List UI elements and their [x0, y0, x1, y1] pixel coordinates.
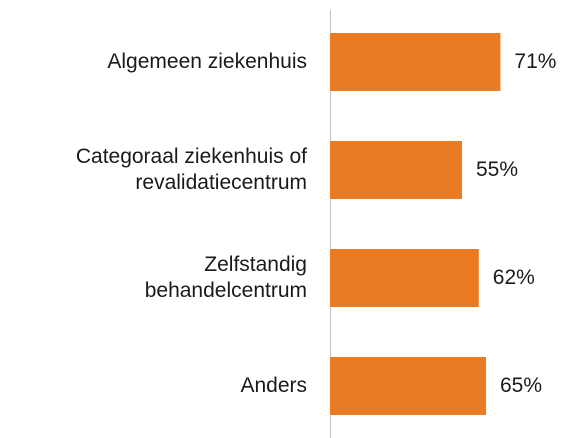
- category-label: Anders: [240, 374, 307, 397]
- value-label: 62%: [492, 266, 535, 289]
- category-label: Algemeen ziekenhuis: [107, 50, 307, 73]
- bar: [330, 357, 486, 415]
- value-label: 71%: [514, 50, 557, 73]
- value-label: 55%: [476, 158, 519, 181]
- bar: [330, 141, 462, 199]
- value-label: 65%: [500, 374, 543, 397]
- bar: [330, 249, 479, 307]
- category-label: Zelfstandig behandelcentrum: [144, 253, 307, 302]
- bar: [330, 33, 501, 91]
- category-label: Categoraal ziekenhuis of revalidatiecent…: [75, 145, 307, 194]
